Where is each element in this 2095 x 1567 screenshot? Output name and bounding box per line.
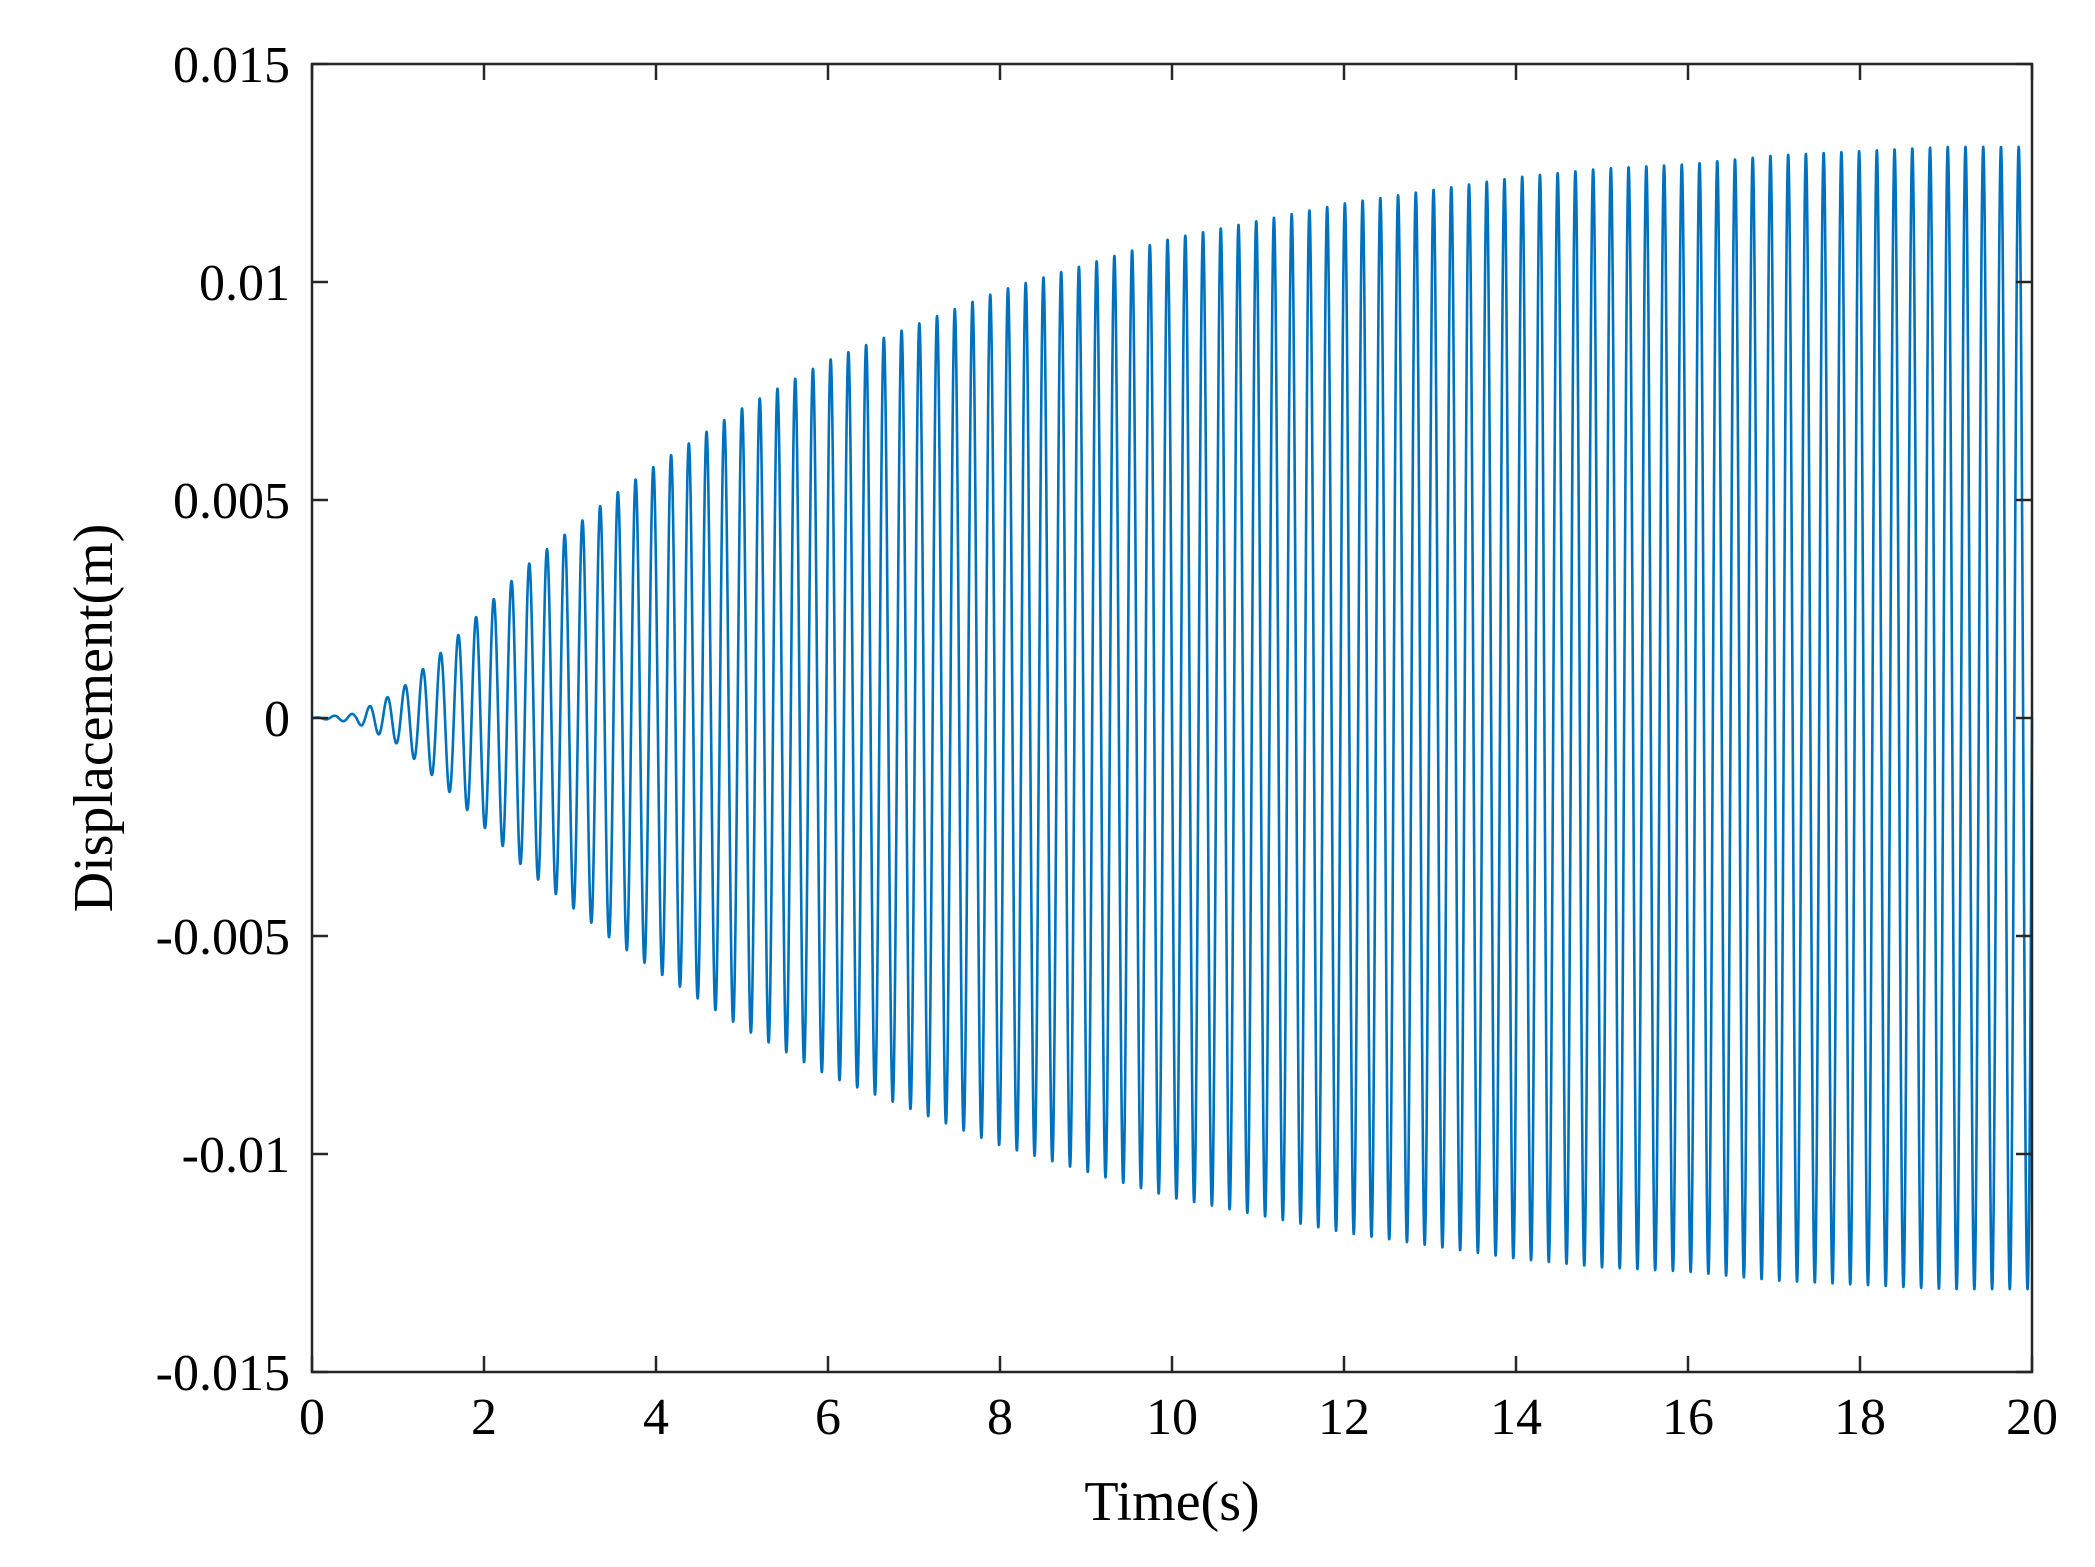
x-tick-label: 6 bbox=[815, 1389, 841, 1446]
x-tick-label: 14 bbox=[1490, 1389, 1542, 1446]
displacement-series-line bbox=[310, 145, 2034, 1291]
x-tick-label: 0 bbox=[299, 1389, 325, 1446]
y-tick-label: 0.005 bbox=[173, 473, 290, 530]
y-tick-label: 0.015 bbox=[173, 37, 290, 94]
x-tick-label: 2 bbox=[471, 1389, 497, 1446]
x-tick-label: 12 bbox=[1318, 1389, 1370, 1446]
x-tick-label: 20 bbox=[2006, 1389, 2058, 1446]
y-tick-label: 0 bbox=[264, 691, 290, 748]
x-tick-label: 10 bbox=[1146, 1389, 1198, 1446]
y-tick-label: -0.015 bbox=[156, 1345, 290, 1402]
x-tick-label: 8 bbox=[987, 1389, 1013, 1446]
x-axis-ticks: 0 2 4 6 8 10 12 14 16 18 20 bbox=[299, 64, 2058, 1446]
y-tick-label: -0.01 bbox=[182, 1127, 290, 1184]
y-tick-label: -0.005 bbox=[156, 909, 290, 966]
x-tick-label: 18 bbox=[1834, 1389, 1886, 1446]
x-axis-label: Time(s) bbox=[1084, 1471, 1259, 1533]
x-tick-label: 16 bbox=[1662, 1389, 1714, 1446]
x-tick-label: 4 bbox=[643, 1389, 669, 1446]
y-axis-label: Displacement(m) bbox=[63, 524, 125, 913]
y-axis-ticks: -0.015 -0.01 -0.005 0 0.005 0.01 0.015 bbox=[156, 37, 2032, 1402]
y-tick-label: 0.01 bbox=[199, 255, 290, 312]
